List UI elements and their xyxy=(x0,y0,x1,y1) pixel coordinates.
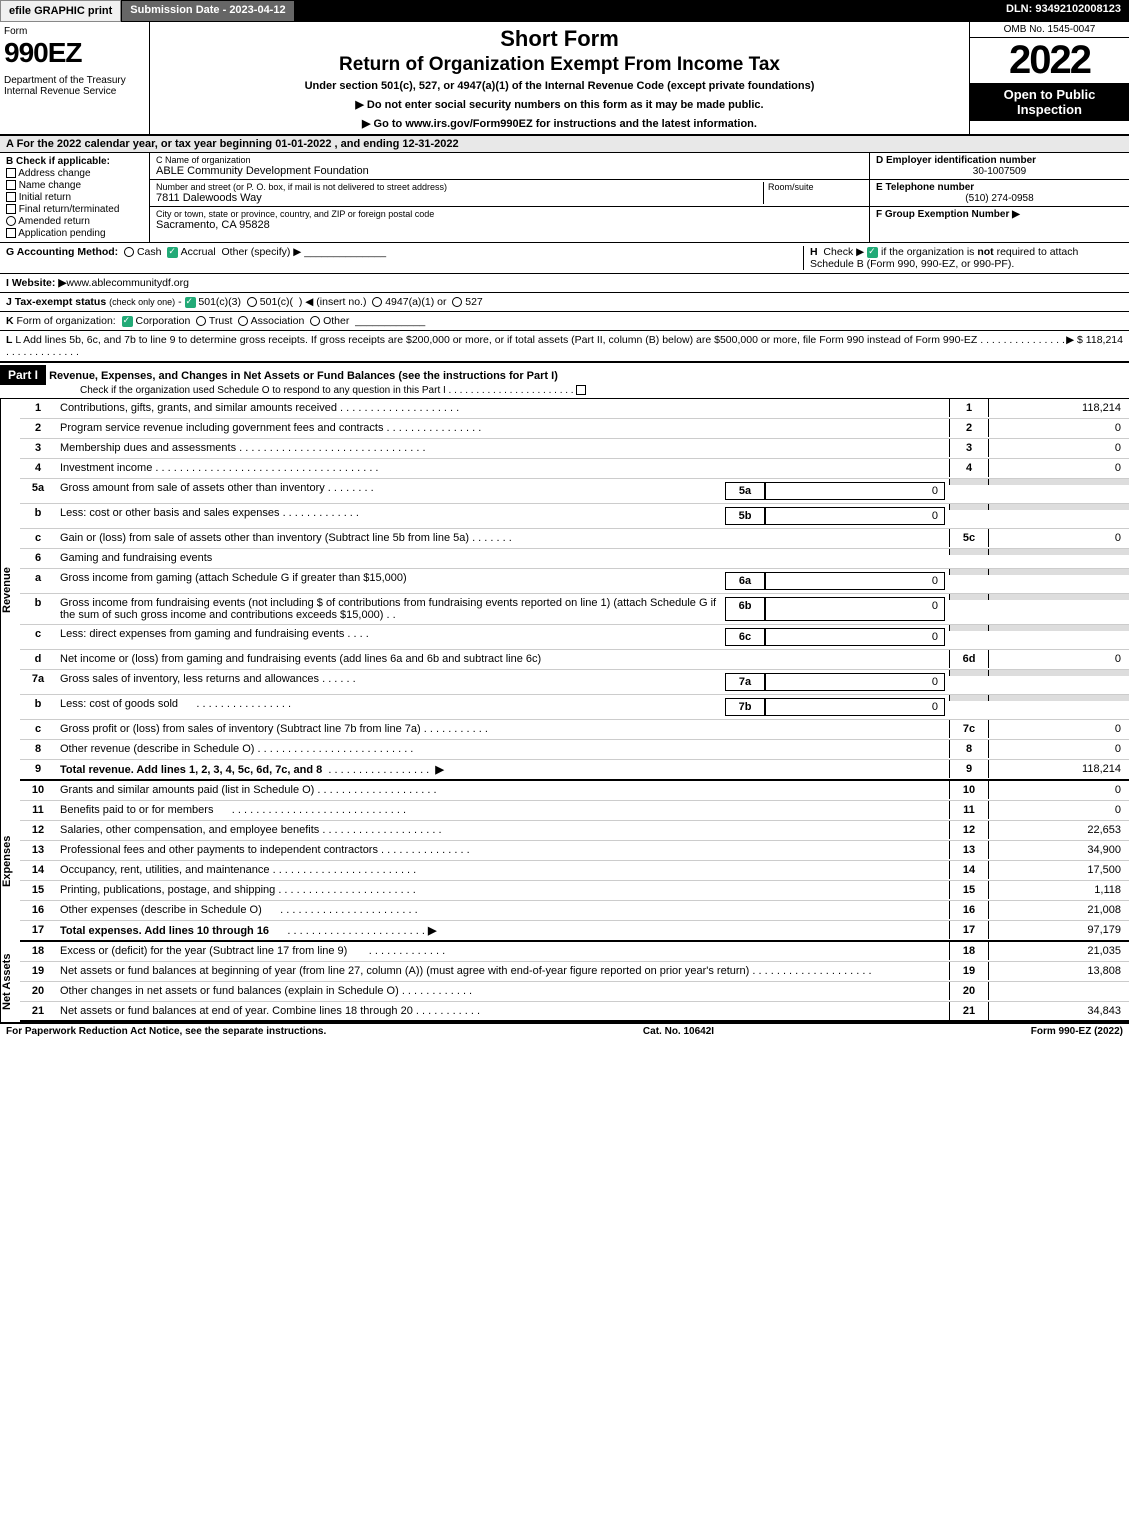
city: Sacramento, CA 95828 xyxy=(156,219,863,231)
line14-val: 17,500 xyxy=(989,861,1129,879)
footer-form: Form 990-EZ (2022) xyxy=(1031,1026,1123,1037)
form-label: Form xyxy=(4,26,145,37)
org-name: ABLE Community Development Foundation xyxy=(156,165,863,177)
line12-val: 22,653 xyxy=(989,821,1129,839)
line18-val: 21,035 xyxy=(989,942,1129,960)
line5a-val: 0 xyxy=(765,482,945,500)
radio-accrual-checked[interactable] xyxy=(167,247,178,258)
line2-val: 0 xyxy=(989,419,1129,437)
line-l: L L Add lines 5b, 6c, and 7b to line 9 t… xyxy=(0,331,1129,362)
line7b-val: 0 xyxy=(765,698,945,716)
phone-value: (510) 274-0958 xyxy=(876,193,1123,204)
line-j: J Tax-exempt status (check only one) - 5… xyxy=(0,293,1129,312)
netassets-vert-label: Net Assets xyxy=(0,942,20,1022)
line3-val: 0 xyxy=(989,439,1129,457)
radio-cash[interactable] xyxy=(124,247,134,257)
check-501c3[interactable] xyxy=(185,297,196,308)
line15-val: 1,118 xyxy=(989,881,1129,899)
radio-527[interactable] xyxy=(452,297,462,307)
part1-label: Part I xyxy=(0,365,46,385)
checkbox-amended-return[interactable]: Amended return xyxy=(6,216,143,227)
section-bcdef: B Check if applicable: Address change Na… xyxy=(0,153,1129,243)
check-h[interactable] xyxy=(867,247,878,258)
line-k: K Form of organization: Corporation Trus… xyxy=(0,312,1129,331)
line7c-val: 0 xyxy=(989,720,1129,738)
group-exemption-label: F Group Exemption Number ▶ xyxy=(876,209,1123,220)
website-link[interactable]: www.ablecommunitydf.org xyxy=(66,277,189,289)
instr-ssn: ▶ Do not enter social security numbers o… xyxy=(160,98,959,111)
line8-val: 0 xyxy=(989,740,1129,758)
line13-val: 34,900 xyxy=(989,841,1129,859)
line1-val: 118,214 xyxy=(989,399,1129,417)
efile-print-button[interactable]: efile GRAPHIC print xyxy=(0,0,121,22)
department: Department of the Treasury Internal Reve… xyxy=(4,75,145,97)
city-label: City or town, state or province, country… xyxy=(156,209,863,219)
phone-label: E Telephone number xyxy=(876,182,1123,193)
line-l-amount: ▶ $ 118,214 xyxy=(1066,334,1123,358)
checkbox-application-pending[interactable]: Application pending xyxy=(6,228,143,239)
inspection-badge: Open to Public Inspection xyxy=(970,83,1129,121)
checkbox-name-change[interactable]: Name change xyxy=(6,180,143,191)
form-number: 990EZ xyxy=(4,37,145,69)
line19-val: 13,808 xyxy=(989,962,1129,980)
radio-other[interactable] xyxy=(310,316,320,326)
line10-val: 0 xyxy=(989,781,1129,799)
line5b-val: 0 xyxy=(765,507,945,525)
part1-title: Revenue, Expenses, and Changes in Net As… xyxy=(49,370,558,382)
submission-date: Submission Date - 2023-04-12 xyxy=(121,0,294,22)
instr-link: ▶ Go to www.irs.gov/Form990EZ for instru… xyxy=(160,117,959,130)
line17-val: 97,179 xyxy=(989,921,1129,939)
line-i: I Website: ▶www.ablecommunitydf.org xyxy=(0,274,1129,293)
line5c-val: 0 xyxy=(989,529,1129,547)
check-sched-o[interactable] xyxy=(576,385,586,395)
line6c-val: 0 xyxy=(765,628,945,646)
line-g-h: G Accounting Method: Cash Accrual Other … xyxy=(0,243,1129,274)
address-label: Number and street (or P. O. box, if mail… xyxy=(156,182,763,192)
line21-val: 34,843 xyxy=(989,1002,1129,1020)
line20-val xyxy=(989,982,1129,988)
radio-4947[interactable] xyxy=(372,297,382,307)
radio-trust[interactable] xyxy=(196,316,206,326)
checkbox-address-change[interactable]: Address change xyxy=(6,168,143,179)
line11-val: 0 xyxy=(989,801,1129,819)
line6d-val: 0 xyxy=(989,650,1129,668)
line7a-val: 0 xyxy=(765,673,945,691)
revenue-vert-label: Revenue xyxy=(0,399,20,781)
expenses-vert-label: Expenses xyxy=(0,781,20,942)
room-label: Room/suite xyxy=(768,182,863,192)
line9-val: 118,214 xyxy=(989,760,1129,778)
title-short-form: Short Form xyxy=(160,26,959,52)
check-corporation[interactable] xyxy=(122,316,133,327)
line6b-val: 0 xyxy=(765,597,945,621)
org-name-label: C Name of organization xyxy=(156,155,863,165)
title-return: Return of Organization Exempt From Incom… xyxy=(160,54,959,76)
dln: DLN: 93492102008123 xyxy=(998,0,1129,22)
line16-val: 21,008 xyxy=(989,901,1129,919)
line6a-val: 0 xyxy=(765,572,945,590)
ein-value: 30-1007509 xyxy=(876,166,1123,177)
subtitle: Under section 501(c), 527, or 4947(a)(1)… xyxy=(160,80,959,92)
part1-header-row: Part I Revenue, Expenses, and Changes in… xyxy=(0,362,1129,399)
part1-table: Revenue 1Contributions, gifts, grants, a… xyxy=(0,399,1129,781)
checkbox-final-return[interactable]: Final return/terminated xyxy=(6,204,143,215)
footer-left: For Paperwork Reduction Act Notice, see … xyxy=(6,1026,326,1037)
radio-association[interactable] xyxy=(238,316,248,326)
line4-val: 0 xyxy=(989,459,1129,477)
section-a: A For the 2022 calendar year, or tax yea… xyxy=(0,136,1129,153)
ein-label: D Employer identification number xyxy=(876,155,1123,166)
section-b-title: B Check if applicable: xyxy=(6,156,143,167)
checkbox-initial-return[interactable]: Initial return xyxy=(6,192,143,203)
footer-cat: Cat. No. 10642I xyxy=(326,1026,1030,1037)
omb-number: OMB No. 1545-0047 xyxy=(970,22,1129,38)
page-footer: For Paperwork Reduction Act Notice, see … xyxy=(0,1022,1129,1039)
top-bar: efile GRAPHIC print Submission Date - 20… xyxy=(0,0,1129,22)
form-header: Form 990EZ Department of the Treasury In… xyxy=(0,22,1129,136)
tax-year: 2022 xyxy=(970,38,1129,83)
radio-501c[interactable] xyxy=(247,297,257,307)
address: 7811 Dalewoods Way xyxy=(156,192,763,204)
